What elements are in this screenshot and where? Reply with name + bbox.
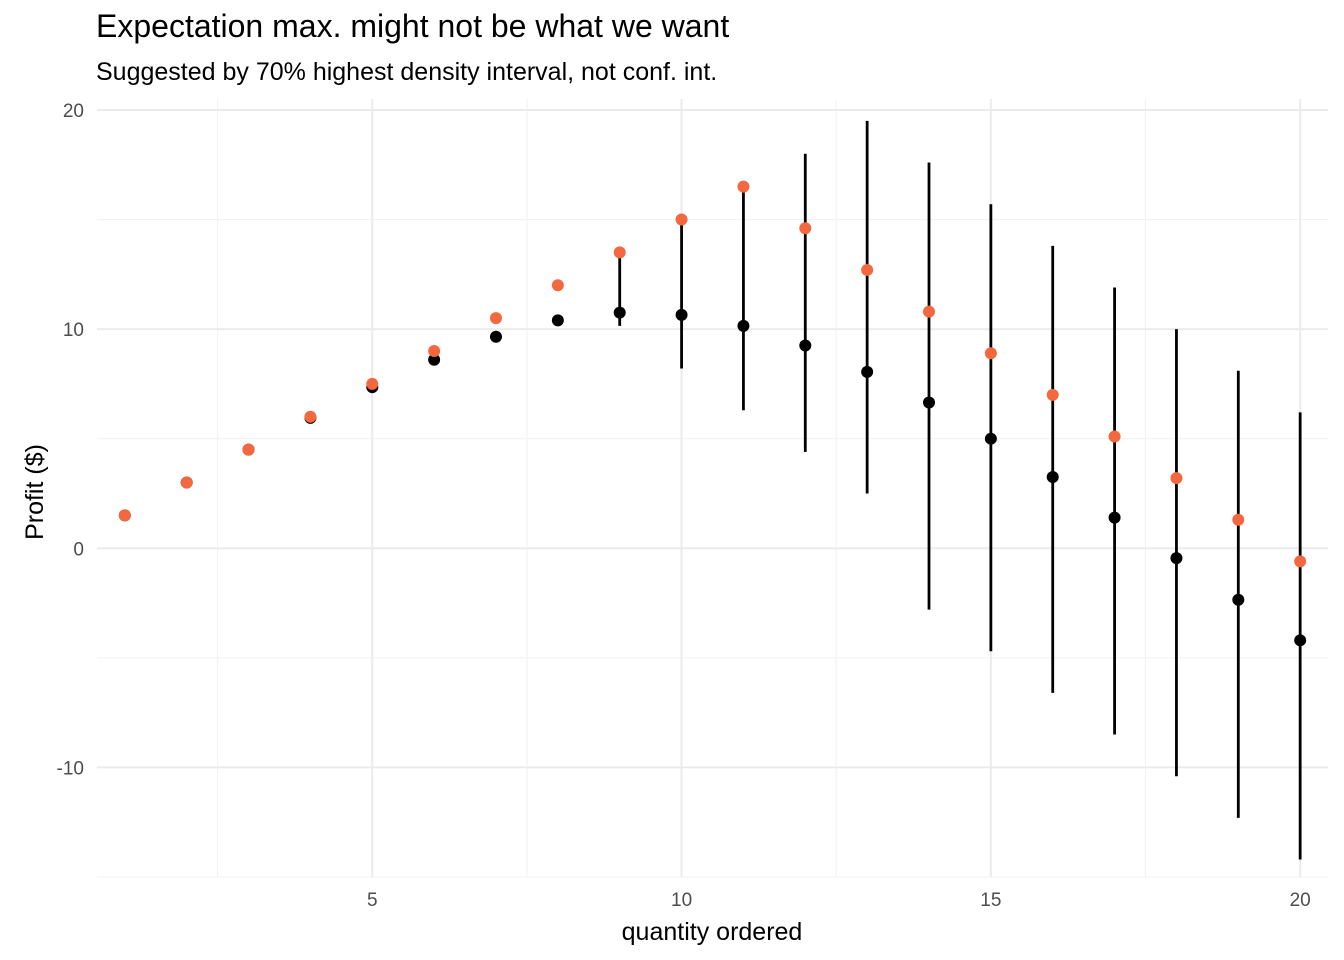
minor-gridlines	[97, 99, 1328, 878]
center-point	[861, 365, 874, 378]
expected-point	[118, 509, 131, 522]
expected-point	[923, 305, 936, 318]
center-point	[1294, 634, 1307, 647]
y-tick-label: 0	[73, 539, 84, 560]
expected-points	[118, 180, 1307, 568]
expected-point	[737, 180, 750, 193]
expected-point	[304, 410, 317, 423]
center-point	[613, 306, 626, 319]
center-point	[799, 339, 812, 352]
expected-point	[1294, 555, 1307, 568]
x-tick-label: 10	[671, 890, 692, 911]
center-point	[428, 353, 441, 366]
center-point	[1108, 511, 1121, 524]
y-tick-label: 10	[63, 320, 84, 341]
center-point	[984, 432, 997, 445]
center-point	[551, 314, 564, 327]
major-gridlines	[97, 99, 1328, 877]
x-axis-title: quantity ordered	[622, 918, 803, 946]
expected-point	[861, 263, 874, 276]
center-point	[1170, 552, 1183, 565]
x-tick-label: 5	[367, 890, 378, 911]
center-points	[118, 306, 1307, 647]
expected-point	[1046, 388, 1059, 401]
center-point	[675, 308, 688, 321]
x-tick-label: 15	[980, 890, 1001, 911]
center-point	[923, 396, 936, 409]
center-point	[489, 330, 502, 343]
y-tick-label: -10	[57, 758, 84, 779]
expected-point	[675, 213, 688, 226]
expected-point	[799, 222, 812, 235]
center-point	[737, 319, 750, 332]
y-axis-title: Profit ($)	[21, 444, 49, 540]
expected-point	[180, 476, 193, 489]
expected-point	[366, 377, 379, 390]
y-tick-label: 20	[63, 101, 84, 122]
chart-subtitle: Suggested by 70% highest density interva…	[96, 58, 718, 86]
center-point	[1232, 593, 1245, 606]
expected-point	[242, 443, 255, 456]
chart-title: Expectation max. might not be what we wa…	[96, 8, 730, 44]
expected-point	[551, 279, 564, 292]
expected-point	[613, 246, 626, 259]
expected-point	[1232, 513, 1245, 526]
expected-point	[1170, 472, 1183, 485]
expected-point	[428, 345, 441, 358]
expected-point	[984, 347, 997, 360]
hdi-intervals	[618, 120, 1302, 860]
x-tick-label: 20	[1290, 890, 1311, 911]
expected-point	[1108, 430, 1121, 443]
center-point	[1046, 471, 1059, 484]
expected-point	[489, 312, 502, 325]
x-axis-tick-labels: 5 10 15 20	[367, 890, 1311, 911]
y-axis-tick-labels: -10 0 10 20	[57, 101, 84, 779]
